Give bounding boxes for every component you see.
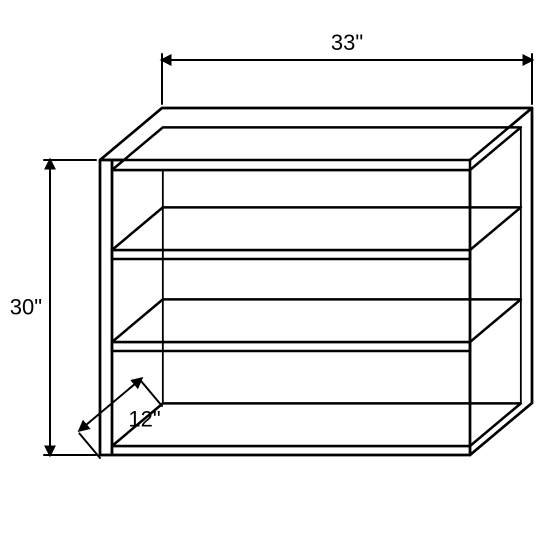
width-dimension-label: 33"	[331, 30, 363, 55]
cabinet-body	[100, 108, 532, 455]
depth-dimension-label: 12"	[128, 406, 160, 431]
cabinet-technical-drawing: 33" 30" 12"	[0, 0, 553, 543]
height-dimension-label: 30"	[10, 295, 42, 320]
